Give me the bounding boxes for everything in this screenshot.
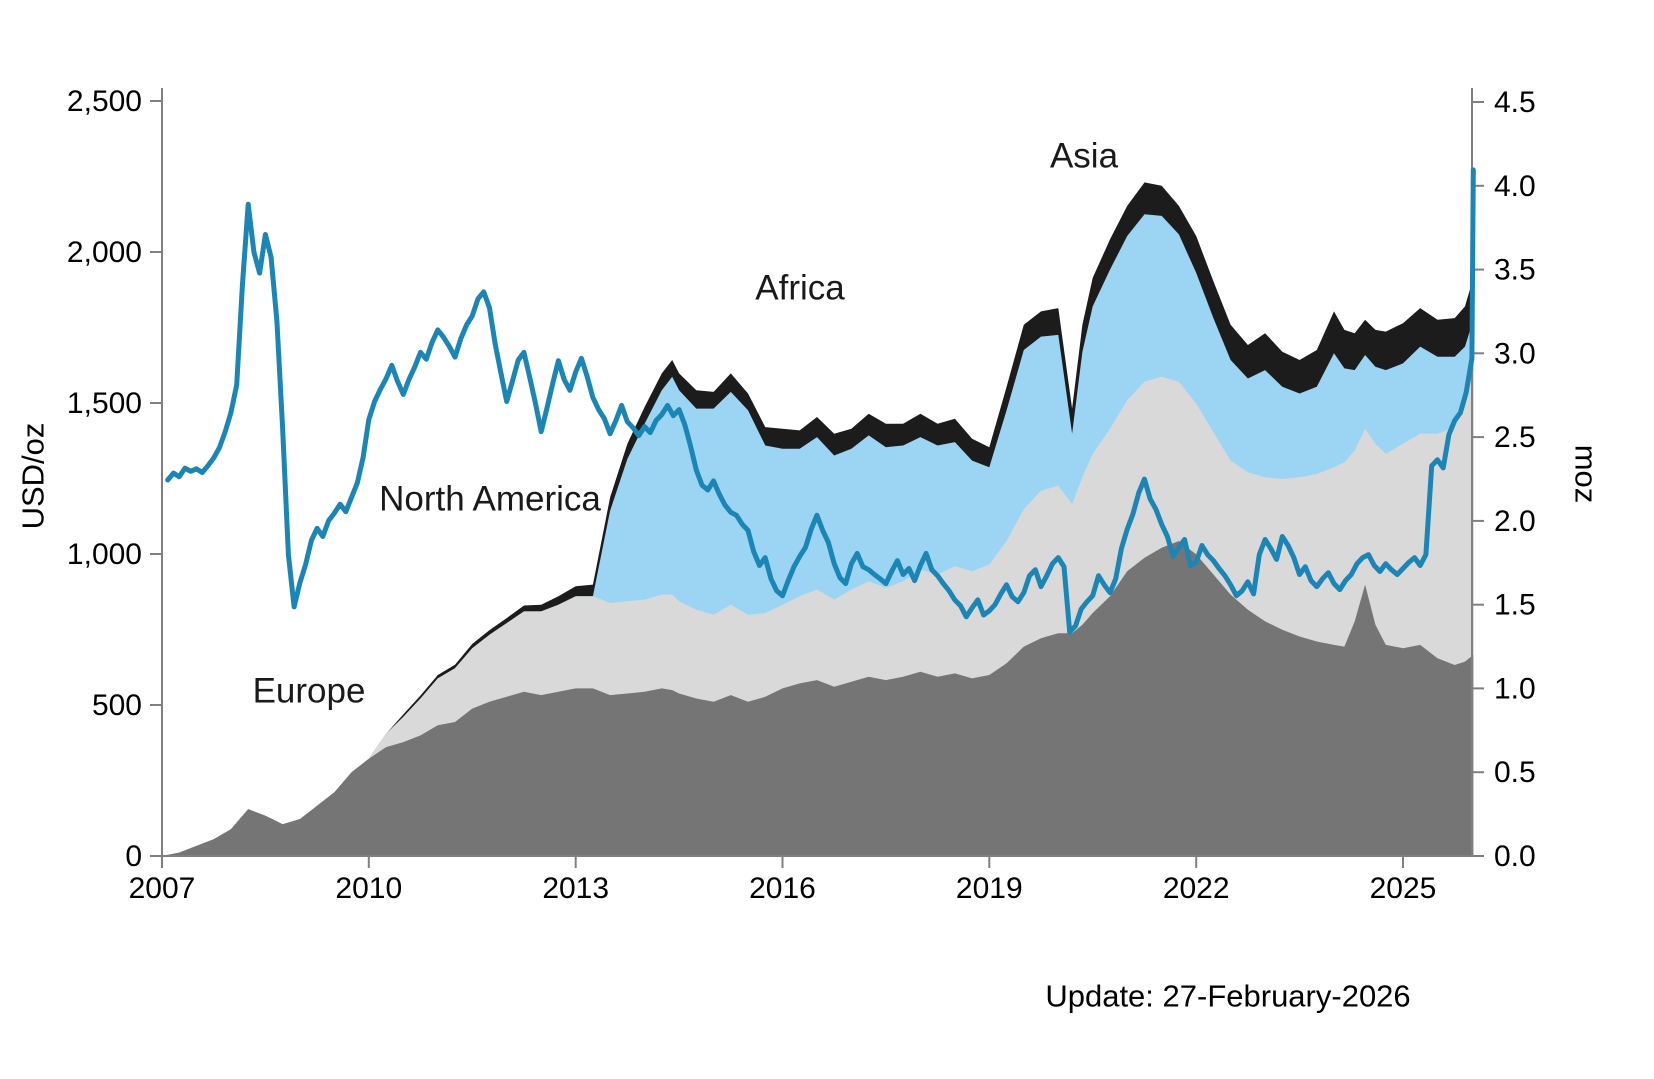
right-axis-tick-label: 0.0	[1494, 840, 1536, 873]
right-axis-tick-label: 2.5	[1494, 421, 1536, 454]
x-axis-tick-label: 2016	[749, 872, 816, 905]
area-label-africa: Africa	[755, 268, 845, 308]
right-axis-tick-label: 0.5	[1494, 756, 1536, 789]
left-axis-tick-label: 0	[125, 840, 142, 873]
x-axis-tick-label: 2007	[129, 872, 196, 905]
update-date-note: Update: 27-February-2026	[1045, 978, 1411, 1014]
right-axis-tick-label: 2.0	[1494, 505, 1536, 538]
x-axis-tick-label: 2010	[335, 872, 402, 905]
price-line	[165, 167, 1476, 635]
left-axis-title: USD/oz	[15, 422, 51, 530]
right-axis-tick-label: 1.0	[1494, 672, 1536, 705]
area-label-europe: Europe	[252, 671, 366, 711]
left-axis-tick-label: 500	[92, 689, 142, 722]
x-axis-tick-label: 2019	[956, 872, 1023, 905]
x-axis-tick-label: 2025	[1370, 872, 1437, 905]
x-axis-tick-label: 2013	[542, 872, 609, 905]
right-axis-tick-label: 4.0	[1494, 170, 1536, 203]
x-axis-tick-label: 2022	[1163, 872, 1230, 905]
left-axis-tick-label: 1,000	[67, 538, 142, 571]
area-label-asia: Asia	[1049, 136, 1119, 176]
left-axis-tick-label: 2,500	[67, 85, 142, 118]
right-axis-tick-label: 3.0	[1494, 337, 1536, 370]
left-axis-tick-label: 2,000	[67, 236, 142, 269]
left-axis-tick-label: 1,500	[67, 387, 142, 420]
right-axis-tick-label: 4.5	[1494, 86, 1536, 119]
right-axis-title: moz	[1568, 444, 1604, 504]
right-axis-tick-label: 3.5	[1494, 254, 1536, 287]
right-axis-tick-label: 1.5	[1494, 589, 1536, 622]
area-label-north-america: North America	[379, 479, 601, 519]
area-europe	[162, 541, 1474, 856]
